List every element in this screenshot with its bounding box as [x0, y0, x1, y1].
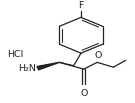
- Text: O: O: [94, 51, 102, 60]
- Text: HCl: HCl: [7, 50, 23, 59]
- Text: F: F: [78, 1, 84, 10]
- Text: H₂N: H₂N: [19, 64, 36, 73]
- Text: O: O: [80, 89, 87, 98]
- Polygon shape: [37, 62, 59, 70]
